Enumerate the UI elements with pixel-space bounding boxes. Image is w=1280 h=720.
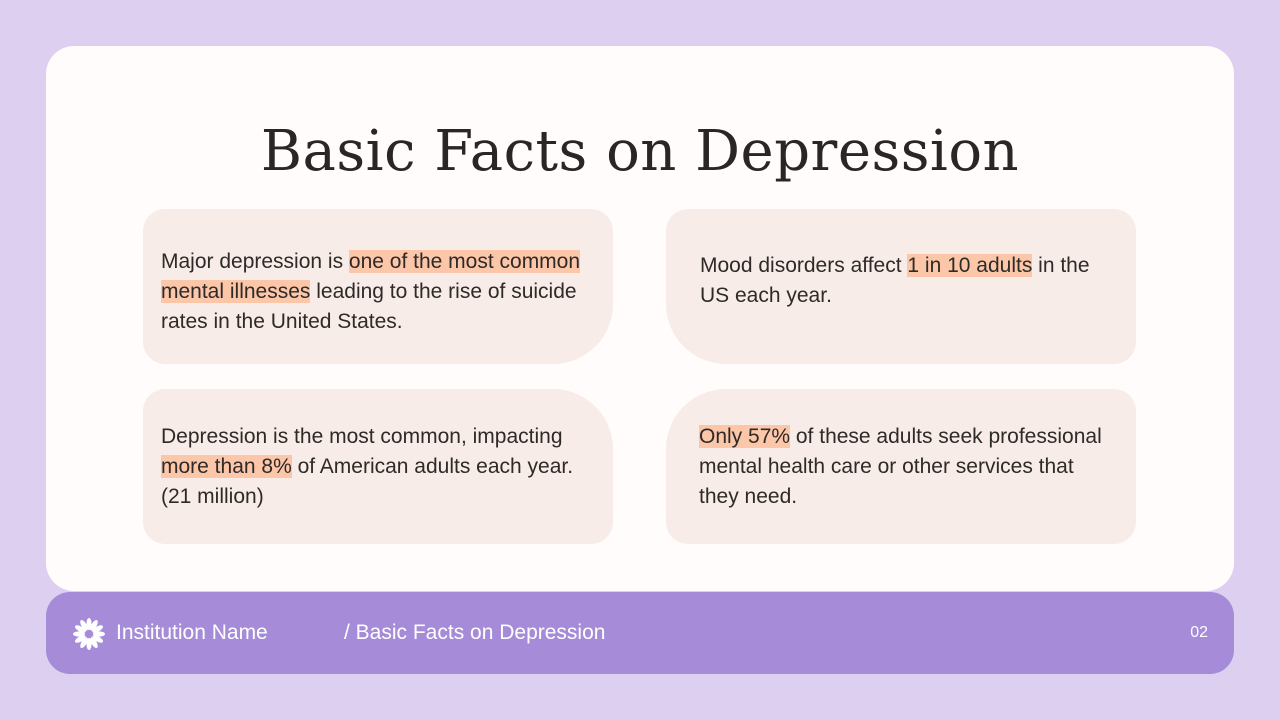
fact-text-after: of these adults seek professional mental… [699,424,1102,508]
footer-bar: Institution Name / Basic Facts on Depres… [46,592,1234,674]
fact-text-after: leading to the rise of suicide rates in … [161,279,577,333]
breadcrumb: / Basic Facts on Depression [344,621,606,644]
fact-text-before: Major depression is [161,249,349,273]
page-number: 02 [1190,624,1208,641]
fact-panel-top-right: Mood disorders affect 1 in 10 adults in … [666,209,1136,364]
fact-text: Mood disorders affect 1 in 10 adults in … [700,251,1100,311]
fact-panel-bottom-right: Only 57% of these adults seek profession… [666,389,1136,544]
fact-text-before: Mood disorders affect [700,253,908,277]
flower-logo-icon [73,618,105,650]
fact-highlight: Only 57% [699,424,791,448]
fact-text: Depression is the most common, impacting… [161,422,581,512]
fact-text: Major depression is one of the most comm… [161,247,581,337]
fact-panel-top-left: Major depression is one of the most comm… [143,209,613,364]
fact-highlight: more than 8% [161,454,292,478]
fact-text-before: Depression is the most common, impacting [161,424,563,448]
institution-name: Institution Name [116,621,268,644]
fact-text-after: of American adults each year. (21 millio… [161,454,574,508]
fact-panel-bottom-left: Depression is the most common, impacting… [143,389,613,544]
fact-text-after: in the US each year. [700,253,1090,307]
fact-highlight: 1 in 10 adults [907,253,1033,277]
fact-text: Only 57% of these adults seek profession… [699,422,1119,512]
slide-title: Basic Facts on Depression [260,119,1020,184]
